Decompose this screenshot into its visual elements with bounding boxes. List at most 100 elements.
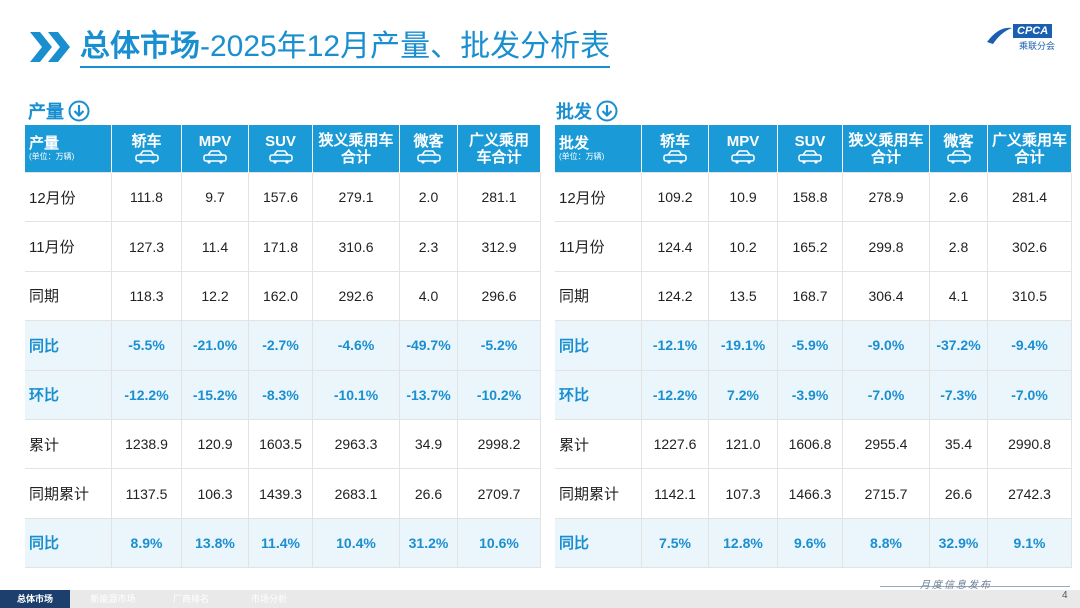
table-cell: 34.9 — [400, 420, 458, 470]
section-label: 批发 — [556, 98, 618, 124]
table-cell: 8.8% — [843, 518, 930, 569]
corner-text: 批发 — [559, 135, 590, 152]
table-cell: 1142.1 — [642, 469, 709, 519]
table-cell: 2963.3 — [313, 420, 400, 470]
table-cell: 312.9 — [458, 222, 541, 272]
column-label: 狭义乘用车合计 — [318, 131, 394, 166]
column-label: 微客 — [413, 133, 444, 150]
table-cell: 2.8 — [930, 222, 988, 272]
column-header: SUV — [249, 125, 313, 173]
table-cell: 1466.3 — [778, 469, 843, 519]
car-icon — [416, 150, 441, 164]
table-cell: 4.1 — [930, 271, 988, 322]
column-label: SUV — [265, 133, 296, 150]
car-icon — [663, 150, 687, 164]
footer-bar — [0, 590, 1080, 608]
column-label: 狭义乘用车合计 — [848, 131, 924, 166]
table-cell: 26.6 — [930, 469, 988, 519]
table-cell: 1606.8 — [778, 420, 843, 470]
section-label: 产量 — [28, 98, 90, 124]
table-cell: 278.9 — [843, 173, 930, 223]
column-header: MPV — [709, 125, 778, 173]
row-label: 同比 — [25, 321, 112, 371]
corner-cell: 产量 (单位：万辆) — [25, 125, 112, 173]
column-label: MPV — [198, 133, 232, 150]
table-cell: 124.4 — [642, 222, 709, 272]
table-cell: 2.6 — [930, 173, 988, 223]
row-label: 累计 — [25, 420, 112, 470]
column-header: 轿车 — [112, 125, 182, 173]
table-cell: 2998.2 — [458, 420, 541, 470]
row-label: 同比 — [555, 321, 642, 371]
table-cell: -15.2% — [182, 370, 249, 420]
table-cell: 171.8 — [249, 222, 313, 272]
table-cell: -49.7% — [400, 321, 458, 371]
footer-tab: 新能源市场 — [90, 594, 136, 604]
table-cell: 2.3 — [400, 222, 458, 272]
table-cell: 10.6% — [458, 518, 541, 569]
table-cell: -19.1% — [709, 321, 778, 371]
table-cell: -12.1% — [642, 321, 709, 371]
section-text: 产量 — [28, 102, 64, 122]
table-cell: 121.0 — [709, 420, 778, 470]
column-label: 广义乘用车合计 — [992, 131, 1068, 166]
table-cell: 1603.5 — [249, 420, 313, 470]
title-bold: 总体市场 — [80, 30, 200, 63]
row-label: 12月份 — [25, 173, 112, 223]
table-cell: 10.9 — [709, 173, 778, 223]
table-cell: 2955.4 — [843, 420, 930, 470]
column-label: 轿车 — [659, 133, 690, 150]
row-label: 同比 — [555, 518, 642, 569]
table-cell: 1439.3 — [249, 469, 313, 519]
logo-icon — [987, 27, 1012, 44]
title: 总体市场-2025年12月产量、批发分析表 — [80, 28, 611, 68]
table-cell: 7.2% — [709, 370, 778, 420]
row-label: 同期累计 — [25, 469, 112, 519]
logo-sub: 乘联分会 — [1019, 41, 1056, 51]
title-rest: -2025年12月产量、批发分析表 — [200, 30, 611, 63]
page-number: 4 — [1062, 590, 1068, 601]
footer-tab: 总体市场 — [0, 590, 70, 608]
table-cell: 118.3 — [112, 271, 182, 322]
table-cell: 310.5 — [988, 271, 1072, 322]
table-cell: 2.0 — [400, 173, 458, 223]
footer-note: 月度信息发布 — [920, 580, 992, 591]
car-icon — [268, 150, 293, 164]
column-header: 广义乘用车合计 — [458, 125, 541, 173]
table-cell: 158.8 — [778, 173, 843, 223]
table-cell: -10.2% — [458, 370, 541, 420]
table-cell: 292.6 — [313, 271, 400, 322]
row-label: 同比 — [25, 518, 112, 569]
table-cell: 9.6% — [778, 518, 843, 569]
table-cell: 120.9 — [182, 420, 249, 470]
table-cell: -4.6% — [313, 321, 400, 371]
footer-tab: 厂商排名 — [172, 594, 209, 604]
column-header: SUV — [778, 125, 843, 173]
table-cell: 12.2 — [182, 271, 249, 322]
down-icon — [596, 100, 618, 122]
unit-text: (单位：万辆) — [559, 152, 605, 161]
table-cell: 35.4 — [930, 420, 988, 470]
row-label: 11月份 — [25, 222, 112, 272]
table-cell: 13.5 — [709, 271, 778, 322]
table-cell: -10.1% — [313, 370, 400, 420]
table-cell: 12.8% — [709, 518, 778, 569]
table-cell: 2709.7 — [458, 469, 541, 519]
table-cell: 10.2 — [709, 222, 778, 272]
row-label: 环比 — [25, 370, 112, 420]
logo: CPCA 乘联分会 — [985, 24, 1065, 51]
row-label: 累计 — [555, 420, 642, 470]
table-cell: 302.6 — [988, 222, 1072, 272]
table-cell: 4.0 — [400, 271, 458, 322]
table-cell: 109.2 — [642, 173, 709, 223]
table-cell: -3.9% — [778, 370, 843, 420]
down-icon — [68, 100, 90, 122]
row-label: 12月份 — [555, 173, 642, 223]
table-cell: 32.9% — [930, 518, 988, 569]
table-cell: -13.7% — [400, 370, 458, 420]
table-cell: 2715.7 — [843, 469, 930, 519]
table-cell: 279.1 — [313, 173, 400, 223]
row-label: 同期累计 — [555, 469, 642, 519]
corner-text: 产量 — [29, 135, 60, 152]
